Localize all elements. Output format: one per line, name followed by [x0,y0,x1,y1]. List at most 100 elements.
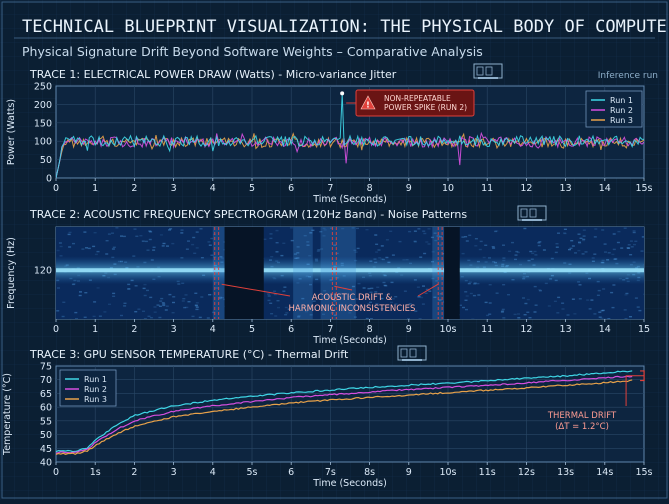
spectrogram-noise [367,303,371,305]
spectrogram-noise [582,238,586,241]
spectrogram-noise [169,228,173,230]
y-tick-label: 60 [40,403,52,414]
x-tick-label: 13s [557,467,574,478]
spectrogram-noise [534,304,538,306]
spectrogram-noise [218,297,222,300]
spectrogram-noise [206,317,210,319]
spectrogram-noise [319,231,323,233]
spectrogram-noise [486,314,490,317]
spectrogram-noise [93,232,97,234]
y-tick-label: 65 [40,389,52,400]
spectrogram-noise [494,230,498,233]
spectrogram-noise [71,283,75,286]
spectrogram-noise [612,248,616,251]
spectrogram-noise [207,241,211,243]
spectrogram-noise [187,240,190,242]
x-tick-label: 0 [53,467,59,478]
x-tick-label: 2 [131,183,137,194]
x-axis-label: Time (Seconds) [312,194,387,205]
spectrogram-noise [625,292,629,295]
trace3-title: TRACE 3: GPU SENSOR TEMPERATURE (°C) - T… [29,348,349,361]
spectrogram-noise [584,251,588,253]
spike-annotation-text: POWER SPIKE (RUN 2) [384,103,467,112]
x-tick-label: 9 [406,183,412,194]
spectrogram-noise [439,244,443,246]
spectrogram-noise [488,302,492,304]
spectrogram-noise [578,242,582,245]
spectrogram-noise [105,253,109,255]
spectrogram-noise [67,233,71,236]
spectrogram-noise [590,299,594,301]
trace3-line-run-1 [56,370,633,453]
spectrogram-noise [152,246,156,248]
spectrogram-noise [593,253,597,255]
spectrogram-noise [180,229,184,231]
y-axis-label: Temperature (°C) [2,373,13,456]
spectrogram-noise [423,232,427,235]
spectrogram-noise [374,291,378,293]
spectrogram-noise [629,254,633,256]
spectrogram-noise [293,253,297,255]
spectrogram-noise [68,318,72,319]
spectrogram-noise [442,253,446,255]
spectrogram-noise [148,230,152,232]
spectrogram-noise [417,228,421,230]
spectrogram-noise [597,289,601,292]
spectrogram-noise [311,229,315,231]
spectrogram-noise [133,228,137,230]
spectrogram-noise [92,245,96,248]
x-tick-label: 3 [171,467,177,478]
spectrogram-noise [561,302,565,304]
spectrogram-noise [369,291,373,293]
gpu-fan [476,66,484,76]
spectrogram-noise [305,310,308,313]
x-tick-label: 8 [367,183,373,194]
spectrogram-noise [105,240,109,242]
spectrogram-noise [526,311,530,313]
spectrogram-noise [112,292,116,295]
spectrogram-noise [385,294,389,296]
spectrogram-noise [123,305,127,307]
spectrogram-noise [573,313,577,315]
spectrogram-noise [523,227,527,230]
spectrogram-noise [533,285,537,288]
spectrogram-noise [362,287,366,289]
x-axis-label: Time (Seconds) [312,335,387,346]
spectrogram-noise [112,295,116,297]
spectrogram-noise [367,287,371,290]
spectrogram-noise [515,250,519,253]
spectrogram-noise [523,314,527,316]
spectrogram-noise [182,298,186,300]
spectrogram-noise [306,244,310,246]
spectrogram-noise [152,249,156,251]
spectrogram-noise [484,301,488,304]
x-tick-label: 10s [439,324,456,335]
spectrogram-noise [582,235,586,237]
page-subtitle: Physical Signature Drift Beyond Software… [22,44,483,59]
x-tick-label: 5s [247,467,258,478]
spectrogram-noise [602,288,606,290]
spectrogram-noise [181,300,185,302]
spectrogram-group [56,227,644,319]
spectrogram-noise [571,298,575,300]
spectrogram-noise [147,315,151,317]
spectrogram-noise [500,311,504,313]
gpu-fan [529,208,537,218]
spectrogram-noise [96,250,100,253]
acoustic-annotation-text: ACOUSTIC DRIFT & [312,293,393,303]
spectrogram-noise [582,229,586,231]
spectrogram-noise [56,249,60,252]
spectrogram-noise [210,254,214,256]
spectrogram-noise [398,240,402,243]
spectrogram-noise [171,312,175,314]
spectrogram-noise [601,229,605,231]
y-tick-label: 55 [40,416,52,427]
spectrogram-noise [634,240,638,242]
spectrogram-noise [389,230,393,232]
spectrogram-noise [596,294,600,296]
spectrogram-noise [502,284,506,286]
spectrogram-noise [491,246,495,248]
spectrogram-noise [356,227,359,230]
spectrogram-noise [180,232,184,234]
